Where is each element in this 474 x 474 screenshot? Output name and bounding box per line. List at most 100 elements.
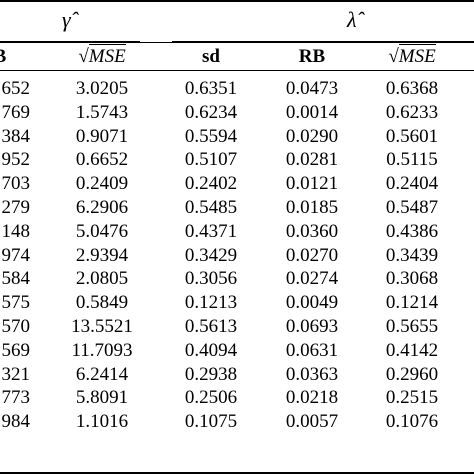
cell-rb-gamma: 279	[1, 196, 31, 218]
cell-sd-lambda: 0.5613	[184, 315, 238, 337]
cell-rmse-lambda: 0.1076	[385, 411, 439, 433]
cell-rb-gamma: 575	[1, 292, 31, 314]
cell-rmse-lambda: 0.5487	[385, 196, 439, 218]
cell-rb-gamma: 984	[1, 411, 31, 433]
table-body: 652 3.0205 0.6351 0.0473 0.6368 769 1.5743 0.62…	[0, 77, 474, 434]
mse-label: MSE	[398, 44, 436, 67]
table-row: 321 6.2414 0.2938 0.0363 0.2960	[0, 363, 474, 387]
cell-rmse-lambda: 0.2404	[385, 173, 439, 195]
table-row: 570 13.5521 0.5613 0.0693 0.5655	[0, 315, 474, 339]
cell-rb-lambda: 0.0473	[285, 78, 339, 99]
cell-rmse-gamma: 6.2906	[75, 196, 129, 218]
cell-rmse-gamma: 0.2409	[75, 173, 129, 195]
cell-rb-gamma: 569	[1, 339, 31, 361]
group-underline-gamma	[0, 41, 140, 42]
cell-rmse-lambda: 0.6368	[385, 78, 439, 99]
cell-rmse-lambda: 0.5115	[386, 149, 438, 171]
cell-sd-lambda: 0.2506	[184, 387, 238, 409]
header-divider	[0, 42, 474, 43]
table-row: 773 5.8091 0.2506 0.0218 0.2515	[0, 386, 474, 410]
cell-rb-gamma: 703	[1, 173, 31, 195]
cell-rmse-gamma: 0.6652	[75, 149, 129, 171]
cell-rmse-gamma: 13.5521	[71, 315, 133, 337]
cell-rmse-lambda: 0.4386	[385, 220, 439, 242]
cell-rmse-gamma: 6.2414	[75, 363, 129, 385]
column-header-rb-gamma: B	[0, 43, 30, 70]
cell-sd-lambda: 0.3429	[184, 244, 238, 266]
cell-sd-lambda: 0.1213	[184, 292, 238, 314]
gamma-hat-symbol: γ̂	[62, 7, 71, 32]
table-row: 584 2.0805 0.3056 0.0274 0.3068	[0, 267, 474, 291]
cell-rb-gamma: 769	[1, 101, 31, 123]
table-row: 575 0.5849 0.1213 0.0049 0.1214	[0, 291, 474, 315]
cell-rb-lambda: 0.0290	[285, 125, 339, 147]
table-row: 952 0.6652 0.5107 0.0281 0.5115	[0, 148, 474, 172]
cell-sd-lambda: 0.2938	[184, 363, 238, 385]
cell-rb-lambda: 0.0218	[285, 387, 339, 409]
sqrt-symbol: √	[78, 46, 89, 67]
column-header-sd-lambda: sd	[202, 46, 220, 67]
cell-rmse-gamma: 3.0205	[75, 78, 129, 99]
cell-rmse-lambda: 0.3068	[385, 268, 439, 290]
table-row: 652 3.0205 0.6351 0.0473 0.6368	[0, 77, 474, 101]
sqrt-symbol: √	[388, 46, 399, 67]
table-row: 974 2.9394 0.3429 0.0270 0.3439	[0, 244, 474, 268]
table-bottom-rule	[0, 472, 474, 474]
cell-rb-lambda: 0.0121	[285, 173, 339, 195]
cell-rb-gamma: 773	[1, 387, 31, 409]
cell-sd-lambda: 0.5107	[184, 149, 238, 171]
cell-rb-gamma: 148	[1, 220, 31, 242]
cell-rb-gamma: 974	[1, 244, 31, 266]
cell-rmse-gamma: 1.5743	[75, 101, 129, 123]
cell-sd-lambda: 0.4094	[184, 339, 238, 361]
table-row: 769 1.5743 0.6234 0.0014 0.6233	[0, 101, 474, 125]
cell-rmse-gamma: 2.0805	[75, 268, 129, 290]
cell-sd-lambda: 0.3056	[184, 268, 238, 290]
table-row: 148 5.0476 0.4371 0.0360 0.4386	[0, 220, 474, 244]
group-header-gamma: γ̂	[0, 2, 140, 42]
cell-rb-lambda: 0.0281	[285, 149, 339, 171]
cell-sd-lambda: 0.1075	[184, 411, 238, 433]
cell-sd-lambda: 0.6234	[184, 101, 238, 123]
cell-rmse-gamma: 2.9394	[75, 244, 129, 266]
cell-rb-gamma: 652	[1, 78, 31, 99]
cell-rb-gamma: 321	[1, 363, 31, 385]
column-header-rmse-lambda: √MSE	[362, 43, 462, 70]
table-row: 984 1.1016 0.1075 0.0057 0.1076	[0, 410, 474, 434]
cell-rmse-lambda: 0.2960	[385, 363, 439, 385]
table-top-rule	[0, 0, 474, 2]
cell-rmse-lambda: 0.3439	[385, 244, 439, 266]
cell-sd-lambda: 0.5594	[184, 125, 238, 147]
cell-rmse-gamma: 5.8091	[75, 387, 129, 409]
column-header-rmse-gamma: √MSE	[52, 43, 152, 70]
cell-rb-lambda: 0.0274	[285, 268, 339, 290]
table-row: 569 11.7093 0.4094 0.0631 0.4142	[0, 339, 474, 363]
cell-rb-lambda: 0.0360	[285, 220, 339, 242]
group-underline-lambda	[172, 41, 474, 42]
cell-rb-lambda: 0.0631	[285, 339, 339, 361]
cell-rb-lambda: 0.0693	[285, 315, 339, 337]
cell-rmse-lambda: 0.2515	[385, 387, 439, 409]
column-header-rule	[0, 70, 474, 71]
column-header-rb-lambda: RB	[298, 46, 326, 67]
cell-rb-lambda: 0.0049	[285, 292, 339, 314]
cell-rmse-gamma: 0.9071	[75, 125, 129, 147]
cell-rb-gamma: 570	[1, 315, 31, 337]
cell-rmse-lambda: 0.1214	[385, 292, 439, 314]
cell-rmse-gamma: 1.1016	[75, 411, 129, 433]
cell-sd-lambda: 0.4371	[184, 220, 238, 242]
cell-rmse-lambda: 0.6233	[385, 101, 439, 123]
mse-label: MSE	[88, 44, 126, 67]
cell-rb-lambda: 0.0014	[285, 101, 339, 123]
table-row: 384 0.9071 0.5594 0.0290 0.5601	[0, 125, 474, 149]
table-row: 703 0.2409 0.2402 0.0121 0.2404	[0, 172, 474, 196]
cell-rb-lambda: 0.0185	[285, 196, 339, 218]
cell-sd-lambda: 0.6351	[184, 78, 238, 99]
cell-rb-lambda: 0.0363	[285, 363, 339, 385]
cell-rmse-gamma: 11.7093	[71, 339, 133, 361]
cell-rmse-lambda: 0.5655	[385, 315, 439, 337]
cell-rb-lambda: 0.0057	[285, 411, 339, 433]
cell-rmse-lambda: 0.5601	[385, 125, 439, 147]
cell-rmse-gamma: 5.0476	[75, 220, 129, 242]
group-header-lambda: λ̂	[172, 2, 474, 42]
